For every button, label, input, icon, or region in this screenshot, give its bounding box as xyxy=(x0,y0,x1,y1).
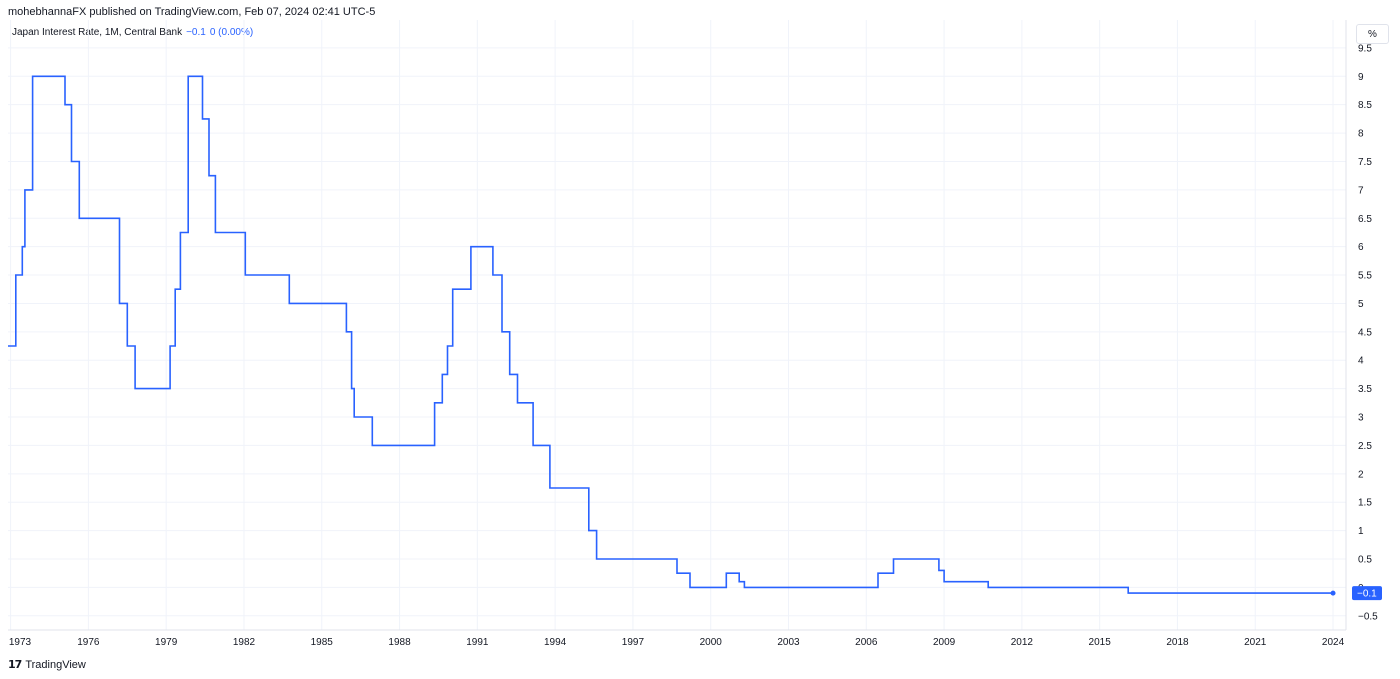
x-tick-label: 2024 xyxy=(1322,637,1345,648)
y-tick-label: 2.5 xyxy=(1358,441,1372,452)
y-tick-label: 4 xyxy=(1358,356,1364,367)
x-tick-label: 2009 xyxy=(933,637,956,648)
y-tick-label: 9 xyxy=(1358,72,1364,83)
y-tick-label: 1.5 xyxy=(1358,498,1372,509)
x-tick-label: 2003 xyxy=(777,637,800,648)
series-change: 0 (0.00%) xyxy=(209,27,254,38)
y-tick-label: 6 xyxy=(1358,242,1364,253)
price-scale-unit-button[interactable]: % xyxy=(1356,24,1389,44)
series-last-value: −0.1 xyxy=(186,27,206,38)
footer-brand-label: TradingView xyxy=(25,658,86,671)
x-tick-label: 1985 xyxy=(311,637,334,648)
y-tick-label: 3.5 xyxy=(1358,384,1372,395)
time-axis: 1973 1976 1979 1982 1985 1988 1991 1994 1997 2000… xyxy=(9,637,1345,648)
x-tick-label: 2018 xyxy=(1166,637,1189,648)
y-tick-label: 5 xyxy=(1358,299,1364,310)
publish-line: mohebhannaFX published on TradingView.co… xyxy=(8,6,376,18)
x-tick-label: 2000 xyxy=(700,637,723,648)
y-tick-label: 5.5 xyxy=(1358,271,1372,282)
y-tick-label: 1 xyxy=(1358,526,1364,537)
x-tick-label: 2006 xyxy=(855,637,878,648)
series-legend[interactable]: Japan Interest Rate, 1M, Central Bank −0… xyxy=(12,27,253,38)
last-value-badge: −0.1 xyxy=(1352,586,1382,601)
x-tick-label: 1988 xyxy=(388,637,411,648)
y-tick-label: 4.5 xyxy=(1358,327,1372,338)
x-tick-label: 2021 xyxy=(1244,637,1267,648)
series-line xyxy=(8,75,1333,594)
x-tick-label: 1982 xyxy=(233,637,256,648)
x-tick-label: 1997 xyxy=(622,637,645,648)
y-tick-label: −0.5 xyxy=(1358,611,1378,622)
y-tick-label: 9.5 xyxy=(1358,43,1372,54)
x-tick-label: 1994 xyxy=(544,637,567,648)
y-tick-label: 0.5 xyxy=(1358,555,1372,566)
x-tick-label: 1979 xyxy=(155,637,178,648)
y-tick-label: 8 xyxy=(1358,129,1364,140)
y-tick-label: 6.5 xyxy=(1358,214,1372,225)
x-tick-label: 2015 xyxy=(1089,637,1112,648)
tradingview-logo-icon: 𝟭𝟳 xyxy=(8,659,22,671)
price-axis: 9.598.587.576.565.554.543.532.521.510.50… xyxy=(1358,43,1378,622)
last-value-badge-text: −0.1 xyxy=(1357,589,1377,600)
x-tick-label: 2012 xyxy=(1011,637,1034,648)
x-tick-label: 1991 xyxy=(466,637,489,648)
y-tick-label: 7 xyxy=(1358,185,1364,196)
footer-brand[interactable]: 𝟭𝟳 TradingView xyxy=(8,658,86,672)
y-tick-label: 7.5 xyxy=(1358,157,1372,168)
series-label: Japan Interest Rate, 1M, Central Bank xyxy=(12,27,183,38)
x-tick-label: 1973 xyxy=(9,637,32,648)
grid-layer xyxy=(8,20,1346,630)
y-tick-label: 2 xyxy=(1358,469,1364,480)
last-point-marker xyxy=(1330,590,1336,596)
y-tick-label: 3 xyxy=(1358,413,1364,424)
y-tick-label: 8.5 xyxy=(1358,100,1372,111)
x-tick-label: 1976 xyxy=(77,637,100,648)
